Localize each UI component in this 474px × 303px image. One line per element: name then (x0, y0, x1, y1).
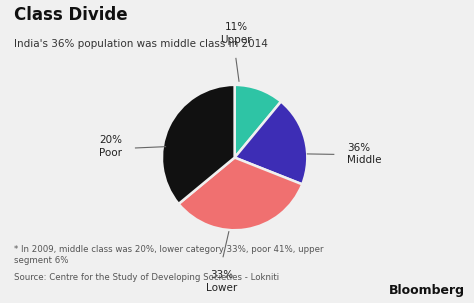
Text: * In 2009, middle class was 20%, lower category 33%, poor 41%, upper
segment 6%: * In 2009, middle class was 20%, lower c… (14, 245, 324, 265)
Text: Class Divide: Class Divide (14, 6, 128, 24)
Wedge shape (179, 158, 302, 230)
Text: 11%
Upper: 11% Upper (220, 22, 252, 45)
Text: Source: Centre for the Study of Developing Societies - Lokniti: Source: Centre for the Study of Developi… (14, 273, 279, 282)
Text: India's 36% population was middle class in 2014: India's 36% population was middle class … (14, 39, 268, 49)
Text: Bloomberg: Bloomberg (389, 284, 465, 297)
Text: 36%
Middle: 36% Middle (347, 142, 382, 165)
Wedge shape (235, 85, 281, 158)
Text: 20%
Poor: 20% Poor (99, 135, 122, 158)
Text: 33%
Lower: 33% Lower (206, 270, 237, 293)
Wedge shape (162, 85, 235, 204)
Wedge shape (235, 102, 307, 184)
